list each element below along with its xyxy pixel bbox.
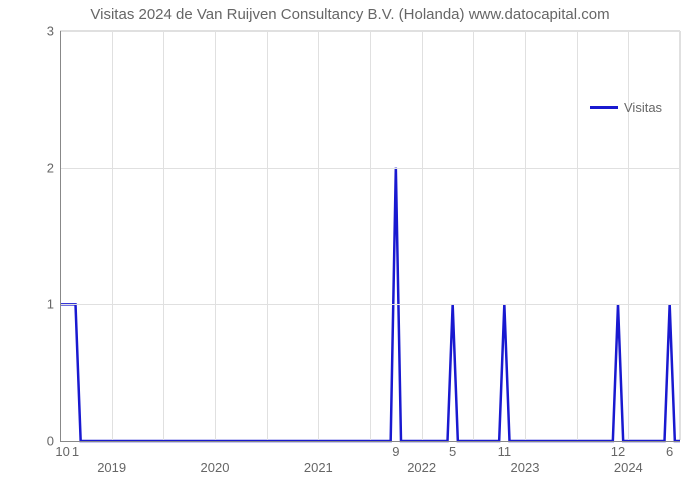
y-tick-label: 2	[47, 160, 54, 175]
x-value-label: 11	[498, 444, 512, 459]
legend-swatch	[590, 106, 618, 109]
grid-line-v	[577, 31, 578, 440]
x-value-label: 6	[666, 444, 673, 459]
grid-line-v	[112, 31, 113, 440]
legend: Visitas	[590, 100, 662, 115]
x-value-label: 12	[611, 444, 625, 459]
x-year-label: 2023	[511, 460, 540, 475]
x-year-label: 2020	[201, 460, 230, 475]
chart-container: { "chart": { "type": "line", "title": "V…	[0, 0, 700, 500]
y-tick-label: 3	[47, 24, 54, 39]
x-year-label: 2022	[407, 460, 436, 475]
grid-line-v	[267, 31, 268, 440]
grid-line-v	[473, 31, 474, 440]
y-tick-label: 0	[47, 434, 54, 449]
x-year-label: 2024	[614, 460, 643, 475]
grid-line-v	[628, 31, 629, 440]
grid-line-v	[422, 31, 423, 440]
x-year-label: 2019	[97, 460, 126, 475]
grid-line-v	[215, 31, 216, 440]
grid-line-v	[370, 31, 371, 440]
x-value-label: 10	[55, 444, 69, 459]
y-axis-line	[60, 31, 61, 441]
x-axis-line	[60, 441, 680, 442]
grid-line-v	[525, 31, 526, 440]
plot-area: 01232019202020212022202320241019511126	[60, 30, 680, 440]
x-value-label: 1	[72, 444, 79, 459]
grid-line-v	[680, 31, 681, 440]
x-value-label: 9	[392, 444, 399, 459]
x-year-label: 2021	[304, 460, 333, 475]
grid-line-v	[163, 31, 164, 440]
chart-title: Visitas 2024 de Van Ruijven Consultancy …	[0, 6, 700, 23]
x-value-label: 5	[449, 444, 456, 459]
legend-label: Visitas	[624, 100, 662, 115]
y-tick-label: 1	[47, 297, 54, 312]
grid-line-v	[318, 31, 319, 440]
